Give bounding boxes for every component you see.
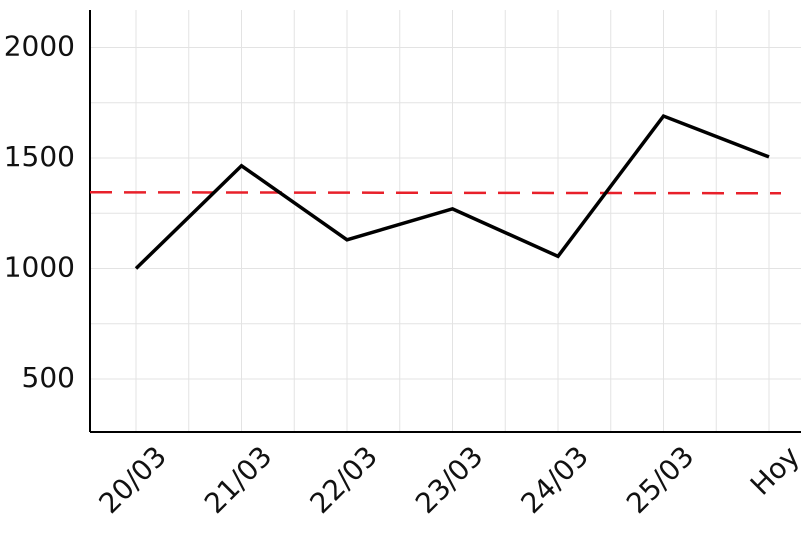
series-group: [134, 113, 770, 270]
x-tick-label: 23/03: [409, 440, 489, 520]
x-tick-label: 20/03: [93, 440, 173, 520]
grid: [90, 10, 801, 432]
y-tick-label: 500: [22, 361, 75, 394]
reference-line-group: [89, 191, 782, 195]
x-tick-label: Hoy: [744, 440, 806, 502]
y-tick-label: 1500: [4, 140, 75, 173]
x-tick-label: 24/03: [515, 440, 595, 520]
y-tick-labels: 500 1000 1500 2000: [4, 30, 75, 394]
x-tick-label: 22/03: [304, 440, 384, 520]
x-tick-label: 21/03: [198, 440, 278, 520]
y-tick-label: 2000: [4, 30, 75, 63]
reference-line: [89, 191, 782, 195]
y-tick-label: 1000: [4, 251, 75, 284]
series-line: [134, 113, 770, 270]
axes: [89, 10, 801, 433]
x-tick-labels: 20/03 21/03 22/03 23/03 24/03 25/03 Hoy: [93, 440, 806, 520]
x-tick-label: 25/03: [620, 440, 700, 520]
